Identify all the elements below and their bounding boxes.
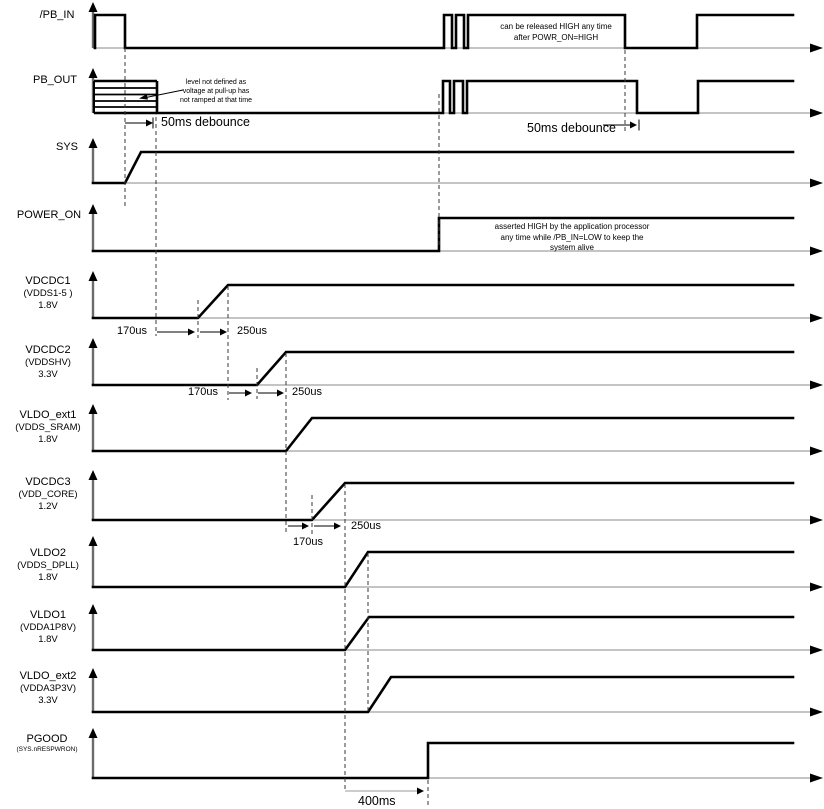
level-axis-arrow-icon xyxy=(88,470,98,480)
time-axis-arrow-icon xyxy=(810,43,823,53)
time-axis-arrow-icon xyxy=(810,446,823,456)
waveform xyxy=(91,350,795,387)
waveform xyxy=(91,416,795,453)
leader-arrowhead-icon xyxy=(139,94,148,100)
time-axis-arrow-icon xyxy=(810,313,823,323)
measure-arrowhead-icon xyxy=(220,328,227,336)
measure-arrowhead-icon xyxy=(334,522,341,530)
level-axis-arrow-icon xyxy=(88,68,98,78)
level-axis-arrow-icon xyxy=(88,536,98,546)
signal-row-pb-out xyxy=(88,68,823,118)
level-axis-arrow-icon xyxy=(88,668,98,678)
time-axis-arrow-icon xyxy=(810,108,823,118)
measure-arrowhead-icon xyxy=(245,389,252,397)
time-axis-arrow-icon xyxy=(810,582,823,592)
measure-arrowhead-icon xyxy=(417,787,424,795)
time-axis-arrow-icon xyxy=(810,707,823,717)
leader-line xyxy=(145,89,184,98)
signal-row-sys xyxy=(88,138,823,188)
level-axis-arrow-icon xyxy=(88,138,98,148)
measure-arrowhead-icon xyxy=(277,389,284,397)
waveform xyxy=(91,741,795,780)
level-axis-arrow-icon xyxy=(88,604,98,614)
waveform xyxy=(91,283,795,320)
time-axis-arrow-icon xyxy=(810,773,823,783)
signal-row-vdcdc1 xyxy=(88,271,823,323)
time-axis-arrow-icon xyxy=(810,515,823,525)
level-axis-arrow-icon xyxy=(88,404,98,414)
waveform xyxy=(91,675,795,714)
signal-row-pb-in xyxy=(88,2,823,53)
waveform xyxy=(91,216,795,253)
signal-row-vldo-ext1 xyxy=(88,404,823,456)
time-axis-arrow-icon xyxy=(810,246,823,256)
signal-row-vdcdc3 xyxy=(88,470,823,525)
signal-row-vldo2 xyxy=(88,536,823,592)
level-axis-arrow-icon xyxy=(88,2,98,12)
signal-row-vdcdc2 xyxy=(88,338,823,390)
signal-row-vldo-ext2 xyxy=(88,668,823,717)
time-axis-arrow-icon xyxy=(810,645,823,655)
waveform xyxy=(91,615,795,652)
signal-row-power-on xyxy=(88,204,823,256)
waveform xyxy=(91,550,795,589)
measure-arrowhead-icon xyxy=(630,121,637,129)
waveform xyxy=(155,79,795,115)
waveform xyxy=(93,13,795,50)
measure-arrowhead-icon xyxy=(146,119,153,127)
level-axis-arrow-icon xyxy=(88,204,98,214)
signal-row-vldo1 xyxy=(88,604,823,655)
measure-arrowhead-icon xyxy=(302,522,309,530)
measure-arrowhead-icon xyxy=(188,328,195,336)
level-axis-arrow-icon xyxy=(88,271,98,281)
waveform xyxy=(91,150,795,185)
waveform xyxy=(91,481,795,522)
time-axis-arrow-icon xyxy=(810,380,823,390)
level-axis-arrow-icon xyxy=(88,728,98,738)
signal-row-pgood xyxy=(88,728,823,783)
level-axis-arrow-icon xyxy=(88,338,98,348)
time-axis-arrow-icon xyxy=(810,178,823,188)
